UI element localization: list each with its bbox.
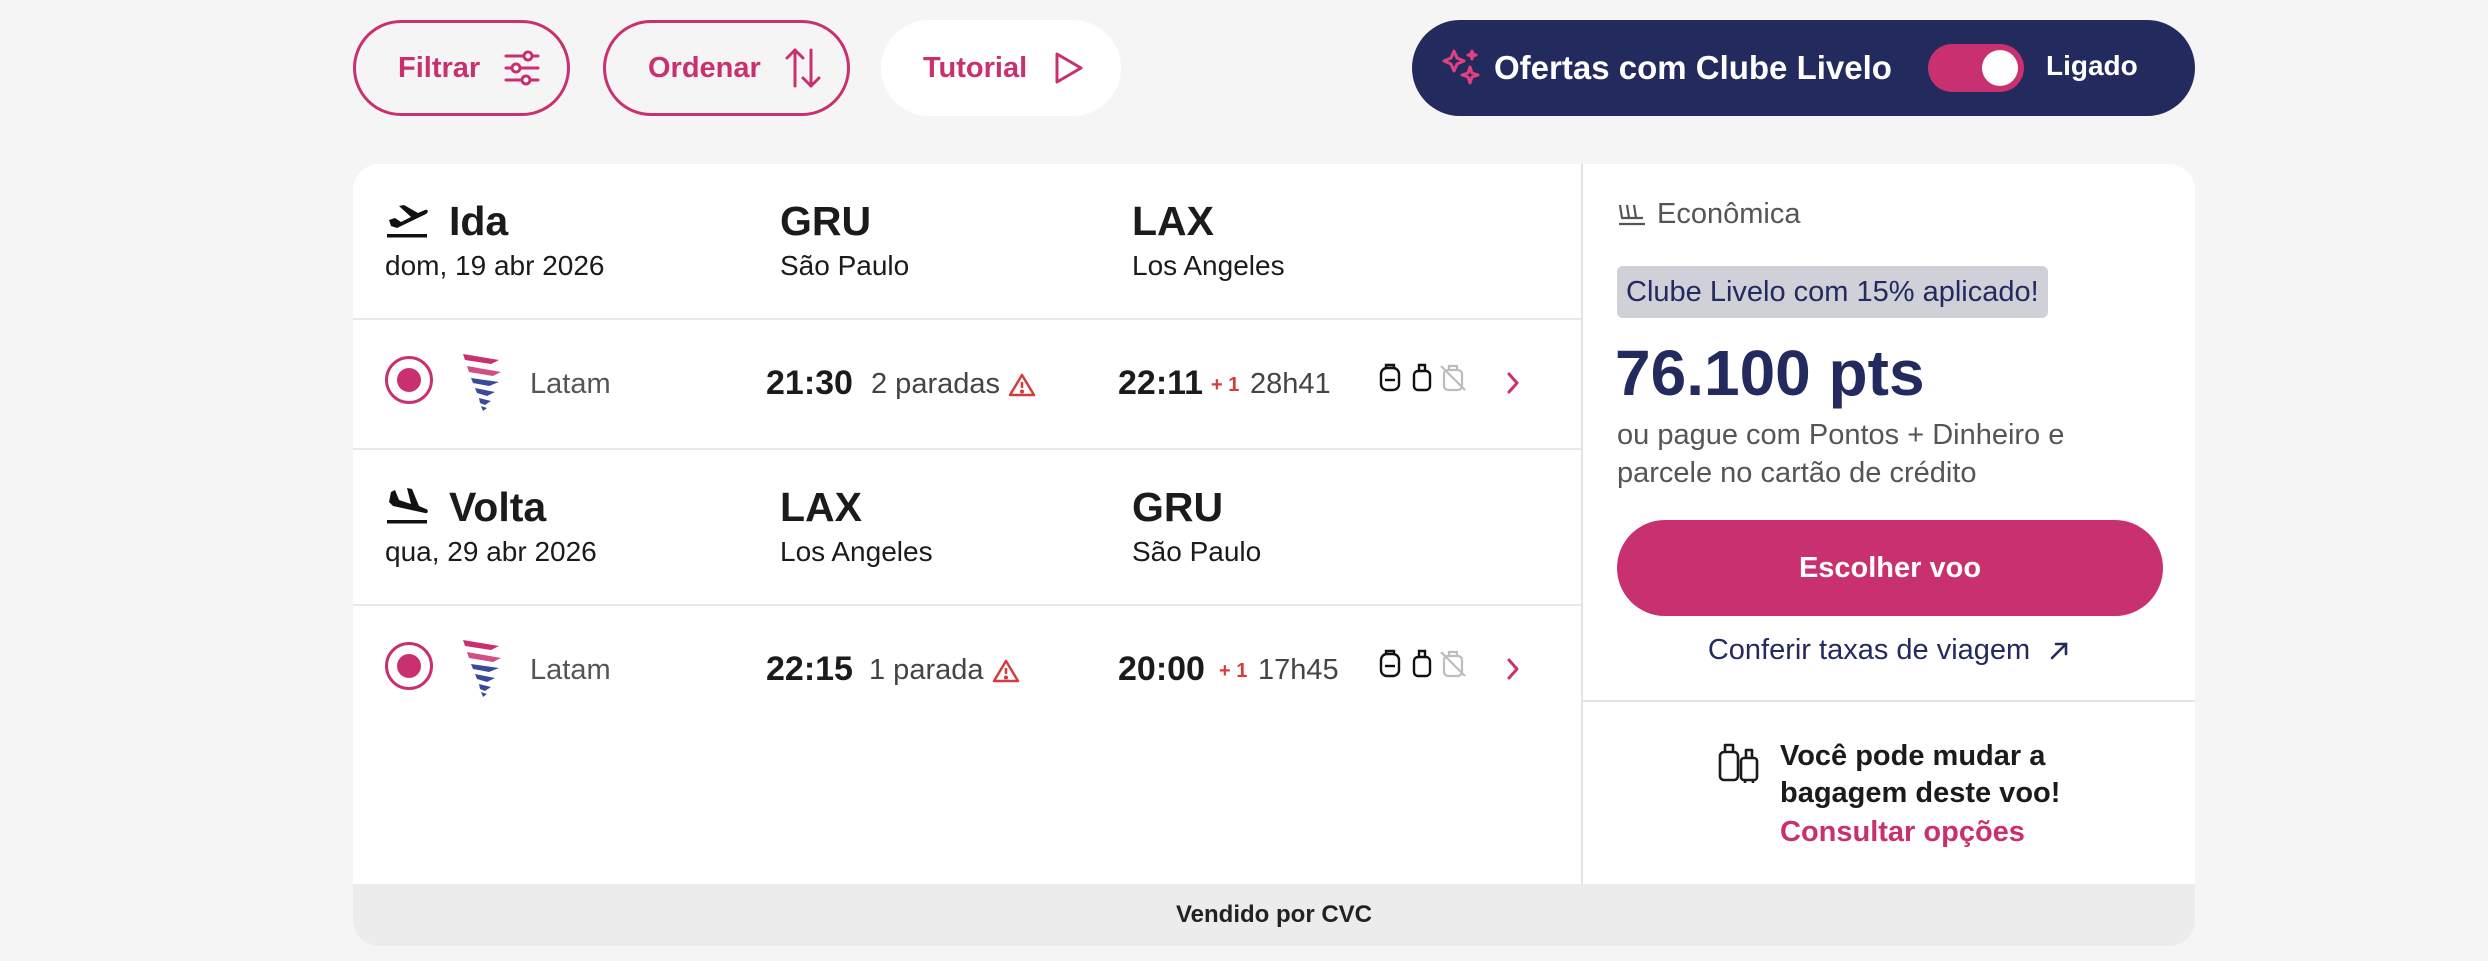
sparkle-icon xyxy=(1442,49,1480,85)
inbound-flight-option[interactable]: Latam 22:15 1 parada 20:00 + 1 17h45 xyxy=(353,606,1581,736)
flight-result-card: Ida dom, 19 abr 2026 GRU São Paulo LAX L… xyxy=(353,164,2195,946)
origin-code: LAX xyxy=(780,484,862,530)
stops-label: 1 parada xyxy=(869,654,984,686)
toggle-knob xyxy=(1982,50,2018,86)
latam-logo-icon xyxy=(463,640,501,697)
departure-time: 22:15 xyxy=(766,650,853,688)
departure-time: 21:30 xyxy=(766,364,853,402)
outbound-header: Ida dom, 19 abr 2026 GRU São Paulo LAX L… xyxy=(353,164,1581,320)
play-icon xyxy=(1055,52,1083,84)
chevron-right-icon[interactable] xyxy=(1503,368,1523,398)
travel-date: qua, 29 abr 2026 xyxy=(385,536,597,567)
day-offset: + 1 xyxy=(1211,374,1240,396)
carry-on-icon xyxy=(1412,649,1432,678)
results-toolbar: Filtrar Ordenar Tutorial Ofertas com Clu… xyxy=(353,20,2195,116)
stops-label: 2 paradas xyxy=(871,368,1000,400)
filter-button-label: Filtrar xyxy=(398,51,481,84)
tutorial-button[interactable]: Tutorial xyxy=(881,20,1121,116)
cabin-class: Econômica xyxy=(1617,198,1800,231)
divider xyxy=(1583,700,2195,702)
sort-button[interactable]: Ordenar xyxy=(603,20,850,116)
arrival-time: 20:00 xyxy=(1118,650,1205,688)
destination-city: São Paulo xyxy=(1132,536,1262,567)
sort-icon xyxy=(785,48,821,88)
choose-flight-button[interactable]: Escolher voo xyxy=(1617,520,2163,616)
arrival-time: 22:11 xyxy=(1118,364,1204,402)
stops-info: 1 parada xyxy=(869,654,1020,687)
checked-bag-off-icon xyxy=(1440,650,1466,678)
flight-select-radio[interactable] xyxy=(385,642,433,690)
livelo-promo-badge: Clube Livelo com 15% aplicado! xyxy=(1617,266,2048,318)
direction-label: Ida xyxy=(449,198,509,244)
sold-by-footer: Vendido por CVC xyxy=(353,884,2195,946)
origin-city: São Paulo xyxy=(780,250,910,281)
filter-icon xyxy=(504,50,540,86)
travel-taxes-link[interactable]: Conferir taxas de viagem xyxy=(1583,634,2195,667)
filter-button[interactable]: Filtrar xyxy=(353,20,570,116)
flight-duration: 28h41 xyxy=(1250,368,1331,400)
baggage-change-text: Você pode mudar a bagagem deste voo! xyxy=(1780,740,2061,809)
landing-icon xyxy=(387,488,428,524)
warning-icon xyxy=(992,659,1019,682)
latam-logo-icon xyxy=(463,354,501,411)
flight-duration: 17h45 xyxy=(1258,654,1339,686)
checked-bag-off-icon xyxy=(1440,364,1466,392)
inbound-header: Volta qua, 29 abr 2026 LAX Los Angeles G… xyxy=(353,450,1581,606)
tutorial-button-label: Tutorial xyxy=(923,51,1028,84)
payment-note: ou pague com Pontos + Dinheiro e parcele… xyxy=(1617,419,2065,489)
baggage-options-link[interactable]: Consultar opções xyxy=(1780,816,2025,848)
fare-pane: Econômica Clube Livelo com 15% aplicado!… xyxy=(1583,164,2195,884)
travel-taxes-label: Conferir taxas de viagem xyxy=(1707,634,2031,666)
external-link-icon xyxy=(2050,642,2068,659)
livelo-offers-bar: Ofertas com Clube Livelo Ligado xyxy=(1412,20,2195,116)
sort-button-label: Ordenar xyxy=(648,51,761,84)
travel-date: dom, 19 abr 2026 xyxy=(385,250,605,281)
carry-on-icon xyxy=(1412,363,1432,392)
flight-select-radio[interactable] xyxy=(385,356,433,404)
takeoff-icon xyxy=(387,205,428,238)
airline-name: Latam xyxy=(530,368,611,400)
backpack-icon xyxy=(1379,363,1401,392)
toggle-state-label: Ligado xyxy=(2046,50,2138,81)
seat-icon xyxy=(1618,204,1645,225)
luggage-icon xyxy=(1718,743,1759,783)
direction-label: Volta xyxy=(449,484,547,530)
stops-info: 2 paradas xyxy=(871,368,1036,401)
livelo-offers-label: Ofertas com Clube Livelo xyxy=(1494,49,1892,86)
backpack-icon xyxy=(1379,649,1401,678)
destination-code: GRU xyxy=(1132,484,1224,530)
origin-code: GRU xyxy=(780,198,872,244)
warning-icon xyxy=(1008,373,1036,396)
chevron-right-icon[interactable] xyxy=(1503,654,1523,684)
destination-city: Los Angeles xyxy=(1132,250,1285,281)
destination-code: LAX xyxy=(1132,198,1214,244)
cabin-label: Econômica xyxy=(1657,198,1801,230)
points-price: 76.100 pts xyxy=(1615,337,1925,409)
livelo-offers-toggle[interactable] xyxy=(1928,44,2024,92)
day-offset: + 1 xyxy=(1219,660,1248,682)
outbound-flight-option[interactable]: Latam 21:30 2 paradas 22:11 + 1 28h41 xyxy=(353,320,1581,450)
itinerary-pane: Ida dom, 19 abr 2026 GRU São Paulo LAX L… xyxy=(353,164,1583,884)
origin-city: Los Angeles xyxy=(780,536,933,567)
airline-name: Latam xyxy=(530,654,611,686)
